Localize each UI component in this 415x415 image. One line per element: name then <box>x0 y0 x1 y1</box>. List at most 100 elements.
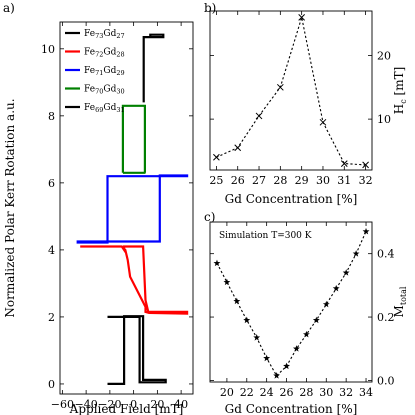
data-point <box>213 259 221 267</box>
marker-star <box>223 278 231 286</box>
marker-stroke <box>255 112 263 120</box>
legend-subscript: 28 <box>116 51 124 59</box>
marker-star <box>273 372 280 379</box>
simulation-annotation: Simulation T=300 K <box>219 231 312 241</box>
x-tick-label: 27 <box>252 174 266 187</box>
panel-b-letter: b) <box>204 1 216 15</box>
marker-star <box>283 362 290 370</box>
y-axis-label-main: M <box>392 305 406 317</box>
legend-label: Fe72Gd28 <box>84 48 125 59</box>
y-tick-label: 0 <box>48 378 55 391</box>
x-tick-label: −20 <box>98 398 121 411</box>
marker-star <box>322 300 330 308</box>
data-point <box>253 334 261 341</box>
marker-stroke <box>340 160 348 167</box>
panel-a-letter: a) <box>3 1 15 15</box>
x-tick-label: 20 <box>150 398 164 411</box>
data-point <box>273 372 280 379</box>
legend-label: Fe73Gd27 <box>84 29 125 40</box>
plot-frame <box>209 10 373 171</box>
marker-star <box>312 316 320 324</box>
data-point <box>283 362 290 370</box>
x-tick-label: 28 <box>299 386 313 399</box>
x-axis-label: Applied Field [mT] <box>69 402 184 415</box>
data-point <box>255 112 263 120</box>
data-point <box>332 284 340 292</box>
data-point <box>243 316 251 324</box>
data-point <box>303 330 310 338</box>
legend-subscript: 70 <box>95 88 103 96</box>
marker-stroke <box>213 153 220 161</box>
legend-element: Fe <box>84 48 95 58</box>
legend-label: Fe70Gd30 <box>84 85 125 96</box>
x-tick-label: 0 <box>130 398 137 411</box>
marker-stroke <box>362 161 369 169</box>
legend-subscript: 73 <box>95 32 103 40</box>
y-axis-label-unit: [mT] <box>392 67 406 100</box>
x-tick-label: 32 <box>339 386 353 399</box>
y-tick-label: 10 <box>41 43 55 56</box>
data-point <box>276 83 284 91</box>
legend-subscript: 71 <box>95 69 103 77</box>
data-point <box>234 144 242 152</box>
x-tick-label: 31 <box>337 174 351 187</box>
marker-stroke <box>276 83 284 91</box>
x-tick-label: 30 <box>319 386 333 399</box>
series-line-Fe69Gd31 <box>107 315 167 385</box>
plot-frame <box>59 21 194 395</box>
marker-stroke <box>298 14 306 21</box>
legend-label: Fe69Gd31 <box>84 103 125 114</box>
y-tick-label: 0.4 <box>377 248 395 261</box>
series-line-Fe73Gd27 <box>142 33 165 103</box>
y-tick-label: 2 <box>48 311 55 324</box>
y-axis-label-sub: total <box>399 286 408 305</box>
series-line-Fe70Gd30 <box>121 104 146 174</box>
marker-star <box>233 297 241 305</box>
x-tick-label: 28 <box>273 174 287 187</box>
panel-c-letter: c) <box>204 210 215 224</box>
x-tick-label: −40 <box>75 398 98 411</box>
marker-star <box>293 345 300 352</box>
y-tick-label: 8 <box>48 110 55 123</box>
plot-frame <box>209 221 373 383</box>
marker-star <box>332 284 340 292</box>
data-point <box>263 354 271 362</box>
y-axis-label-main: H <box>392 104 406 114</box>
marker-star <box>342 269 350 276</box>
data-point <box>298 14 306 21</box>
x-tick-label: 29 <box>295 174 309 187</box>
panel-a: a) −60 −40 −20 0 20 40 0 2 4 6 8 10 Applied Field [mT… <box>3 1 194 415</box>
data-point <box>362 227 370 235</box>
marker-star <box>213 259 221 267</box>
legend-element: Fe <box>84 29 95 39</box>
legend-element: Gd <box>103 66 116 76</box>
x-tick-label: 32 <box>359 174 373 187</box>
y-tick-label: 4 <box>48 244 55 257</box>
x-tick-label: 22 <box>240 386 254 399</box>
y-axis-label: Mtotal <box>392 286 408 317</box>
data-point <box>322 300 330 308</box>
y-tick-label: 0.2 <box>377 311 395 324</box>
marker-star <box>253 334 261 341</box>
x-tick-label: 24 <box>260 386 274 399</box>
data-line <box>216 17 366 166</box>
data-point <box>340 160 348 167</box>
legend-subscript: 30 <box>116 88 124 96</box>
series-line-Fe71Gd29 <box>76 174 189 244</box>
x-tick-label: 26 <box>280 386 294 399</box>
legend-element: Fe <box>84 103 95 113</box>
legend-element: Fe <box>84 85 95 95</box>
y-tick-label: 20 <box>377 50 391 63</box>
data-point <box>342 269 350 276</box>
marker-star <box>362 227 370 235</box>
legend-label: Fe71Gd29 <box>84 66 125 77</box>
marker-star <box>243 316 251 324</box>
legend-subscript: 29 <box>116 69 124 77</box>
legend-subscript: 31 <box>116 106 124 114</box>
panel-b: b) 25 26 27 28 29 30 31 32 10 20 Gd Concentration [… <box>204 1 408 206</box>
y-tick-label: 6 <box>48 177 55 190</box>
data-point <box>213 153 220 161</box>
data-point <box>362 161 369 169</box>
